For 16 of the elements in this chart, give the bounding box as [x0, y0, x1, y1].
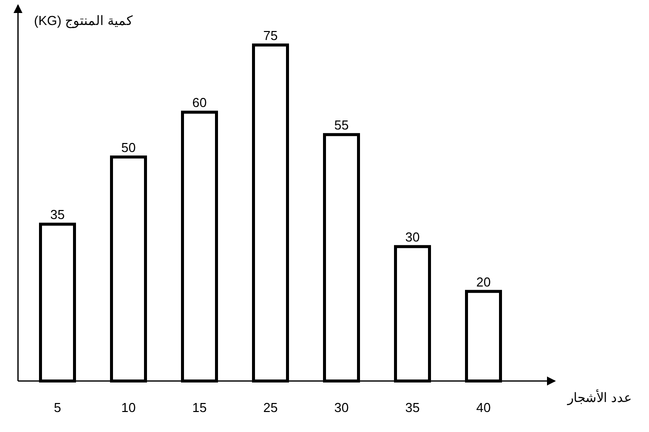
x-tick-label: 25	[263, 400, 278, 415]
data-label: 55	[334, 118, 349, 133]
x-tick-label: 40	[476, 400, 491, 415]
data-label: 60	[192, 95, 207, 110]
data-label: 20	[476, 274, 491, 290]
data-label: 30	[405, 230, 420, 245]
data-label: 50	[121, 140, 136, 155]
x-tick-label: 5	[54, 400, 62, 415]
y-axis-title: كمية المنتوج (KG)	[34, 13, 134, 29]
data-label: 75	[263, 28, 278, 43]
x-tick-label: 30	[334, 400, 349, 415]
x-tick-label: 15	[192, 400, 207, 415]
x-axis-title: عدد الأشجار	[566, 389, 632, 406]
data-label: 35	[50, 207, 65, 222]
x-tick-label: 10	[121, 400, 136, 415]
x-tick-label: 35	[405, 400, 420, 415]
